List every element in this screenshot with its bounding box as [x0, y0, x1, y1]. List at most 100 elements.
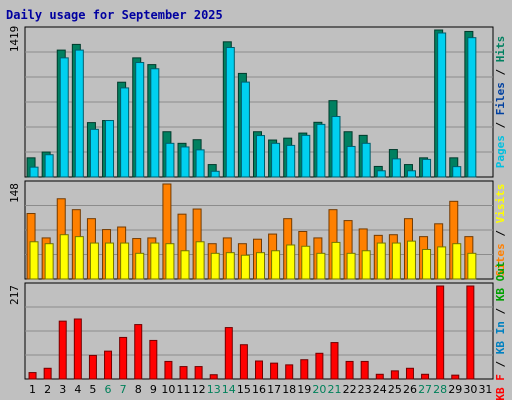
bar-kb-f-day-6 — [104, 350, 113, 380]
x-tick-label: 12 — [192, 383, 206, 396]
bar-kb-f-day-23 — [360, 360, 369, 380]
series-legend: Pages / Files / Hits — [494, 36, 507, 169]
bar-files-day-26 — [406, 170, 416, 178]
bar-files-day-16 — [256, 135, 265, 178]
bar-visits-day-5 — [89, 242, 99, 280]
x-tick-label: 29 — [448, 383, 462, 396]
bar-files-day-27 — [422, 158, 432, 178]
bar-files-day-21 — [331, 116, 341, 178]
x-tick-label: 23 — [358, 383, 372, 396]
bar-files-day-20 — [316, 123, 326, 178]
series-legend: Sites / Visits — [494, 184, 507, 277]
bar-files-day-9 — [150, 68, 160, 178]
bar-files-day-25 — [391, 158, 401, 178]
bar-visits-day-6 — [105, 242, 115, 280]
bar-kb-f-day-2 — [43, 367, 52, 380]
legend-entry: / — [494, 62, 507, 82]
x-tick-label: 28 — [433, 383, 447, 396]
panel-visits-sites: 148 Sites / Visits — [8, 180, 507, 280]
bar-visits-day-9 — [150, 242, 160, 280]
bar-visits-day-17 — [271, 250, 281, 280]
bar-files-day-7 — [120, 87, 130, 178]
bar-files-day-5 — [89, 128, 99, 178]
bar-visits-day-3 — [59, 234, 69, 280]
bar-kb-f-day-14 — [224, 327, 233, 380]
bar-kb-f-day-16 — [255, 360, 263, 380]
bar-visits-day-19 — [301, 245, 311, 280]
bar-files-day-30 — [467, 37, 477, 178]
bar-kb-f-day-8 — [134, 324, 143, 380]
legend-entry: KB F — [494, 374, 507, 400]
bar-visits-day-13 — [210, 252, 220, 280]
bar-visits-day-15 — [240, 254, 250, 280]
bar-visits-day-21 — [331, 241, 341, 280]
bar-files-day-17 — [271, 142, 281, 178]
legend-entry: Files — [494, 82, 507, 115]
bar-files-day-3 — [59, 57, 69, 178]
bar-kb-f-day-3 — [58, 320, 67, 380]
bar-files-day-18 — [286, 144, 296, 178]
bar-files-day-15 — [240, 81, 250, 178]
chart-title: Daily usage for September 2025 — [6, 8, 223, 22]
bar-files-day-12 — [195, 149, 205, 178]
x-tick-label: 2 — [44, 383, 51, 396]
y-max-label: 217 — [8, 285, 21, 305]
legend-entry: Sites — [494, 243, 507, 276]
bar-visits-day-29 — [452, 243, 462, 280]
bar-kb-f-day-17 — [270, 362, 279, 380]
bar-files-day-22 — [346, 145, 356, 178]
bar-visits-day-2 — [44, 243, 54, 280]
x-tick-label: 14 — [222, 383, 236, 396]
x-tick-label: 15 — [237, 383, 251, 396]
bar-visits-day-12 — [195, 241, 205, 280]
bar-visits-day-22 — [346, 252, 356, 280]
bar-kb-f-day-25 — [390, 370, 399, 380]
bar-files-day-23 — [361, 142, 371, 178]
x-tick-label: 4 — [74, 383, 81, 396]
bar-visits-day-28 — [437, 246, 447, 280]
bar-kb-f-day-19 — [300, 359, 309, 380]
bar-kb-f-day-9 — [149, 339, 158, 380]
bar-files-day-29 — [452, 166, 462, 178]
x-tick-label: 22 — [343, 383, 357, 396]
x-tick-label: 18 — [282, 383, 296, 396]
bar-kb-f-day-21 — [330, 342, 339, 380]
legend-entry: Hits — [494, 36, 507, 63]
bar-kb-f-day-30 — [466, 285, 475, 380]
x-tick-label: 13 — [207, 383, 221, 396]
bar-files-day-14 — [225, 47, 235, 178]
bar-files-day-2 — [44, 154, 54, 178]
bar-files-day-4 — [74, 49, 84, 178]
bar-kb-f-day-22 — [345, 360, 354, 380]
legend-entry: Visits — [494, 184, 507, 224]
bar-kb-f-day-27 — [421, 373, 430, 380]
bar-kb-f-day-12 — [194, 366, 203, 380]
bar-files-day-13 — [210, 170, 220, 178]
bar-kb-f-day-29 — [451, 374, 460, 380]
legend-entry: KB Out — [494, 261, 507, 301]
bar-files-day-28 — [437, 32, 447, 178]
bar-kb-f-day-28 — [436, 285, 445, 380]
bar-kb-f-day-10 — [164, 360, 173, 380]
bar-files-day-8 — [135, 62, 145, 178]
bar-visits-day-25 — [391, 242, 401, 280]
bar-visits-day-23 — [361, 250, 371, 280]
bar-visits-day-20 — [316, 252, 326, 280]
legend-entry: / — [494, 115, 507, 135]
bar-files-day-10 — [165, 142, 175, 178]
bar-visits-day-14 — [225, 252, 235, 280]
x-tick-label: 17 — [267, 383, 281, 396]
bar-visits-day-11 — [180, 250, 190, 280]
y-max-label: 1419 — [8, 26, 21, 53]
bar-kb-f-day-7 — [119, 336, 128, 380]
bar-kb-f-day-18 — [285, 364, 294, 380]
bar-visits-day-7 — [120, 242, 130, 280]
bar-kb-f-day-1 — [28, 372, 37, 380]
x-tick-label: 1 — [29, 383, 36, 396]
x-tick-label: 16 — [252, 383, 266, 396]
x-tick-label: 26 — [403, 383, 417, 396]
bar-visits-day-18 — [286, 244, 296, 280]
x-tick-label: 3 — [59, 383, 66, 396]
x-tick-label: 30 — [463, 383, 477, 396]
